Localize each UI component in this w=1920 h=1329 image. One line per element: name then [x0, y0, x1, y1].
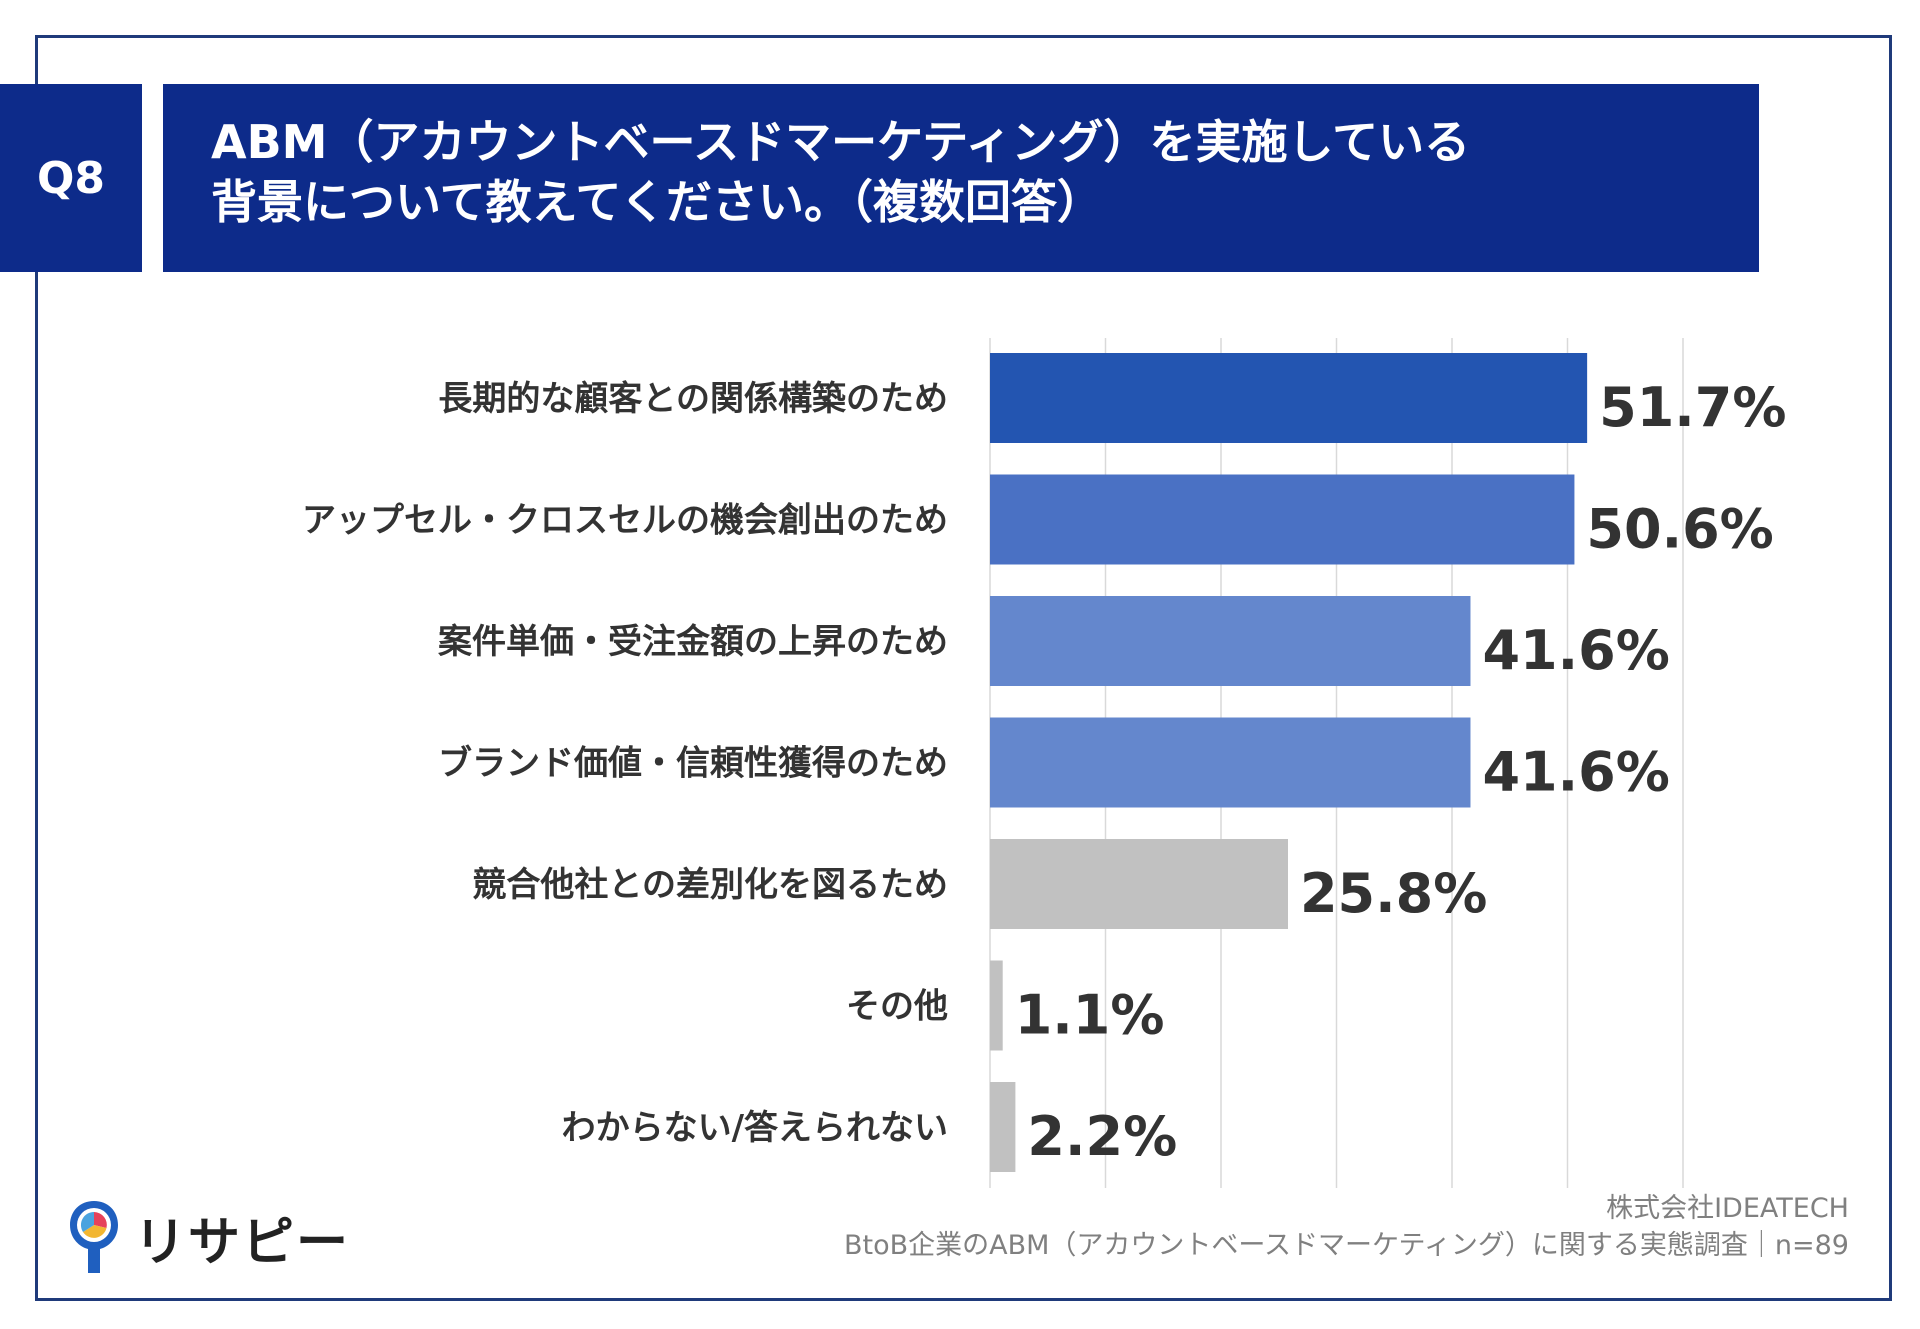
category-label: わからない/答えられない — [562, 1108, 948, 1148]
value-label: 25.8% — [1300, 862, 1487, 925]
question-title-line1: ABM（アカウントベースドマーケティング）を実施している — [211, 115, 1471, 169]
value-label: 50.6% — [1586, 498, 1773, 561]
bar — [990, 839, 1288, 929]
footer-survey: BtoB企業のABM（アカウントベースドマーケティング）に関する実態調査｜n=8… — [843, 1230, 1849, 1261]
value-label: 41.6% — [1482, 619, 1669, 682]
value-label: 2.2% — [1027, 1105, 1177, 1168]
category-label: 案件単価・受注金額の上昇のため — [438, 622, 948, 662]
logo-pin-icon — [70, 1201, 118, 1273]
bar — [990, 960, 1003, 1051]
category-label: その他 — [846, 987, 948, 1027]
question-tag-label: Q8 — [36, 152, 106, 204]
logo-text: リサピー — [134, 1212, 351, 1273]
value-label: 41.6% — [1482, 741, 1669, 804]
category-label: アップセル・クロスセルの機会創出のため — [302, 501, 948, 541]
footer-company: 株式会社IDEATECH — [1606, 1193, 1849, 1224]
category-label: 長期的な顧客との関係構築のため — [438, 379, 948, 419]
bar — [990, 717, 1471, 808]
bar — [990, 596, 1471, 686]
logo: リサピー — [66, 1197, 350, 1277]
question-title-box: ABM（アカウントベースドマーケティング）を実施している 背景について教えてくだ… — [163, 84, 1759, 272]
bar — [990, 1082, 1016, 1172]
question-title-line2: 背景について教えてください。（複数回答） — [211, 175, 1103, 229]
question-tag: Q8 — [0, 84, 142, 272]
category-label: 競合他社との差別化を図るため — [472, 865, 948, 905]
bar — [990, 474, 1575, 565]
footer: 株式会社IDEATECH BtoB企業のABM（アカウントベースドマーケティング… — [844, 1190, 1849, 1264]
bar — [990, 353, 1588, 443]
frame-border — [35, 35, 1892, 1301]
value-label: 1.1% — [1015, 984, 1165, 1047]
value-label: 51.7% — [1599, 376, 1786, 439]
category-label: ブランド価値・信頼性獲得のため — [438, 744, 948, 784]
